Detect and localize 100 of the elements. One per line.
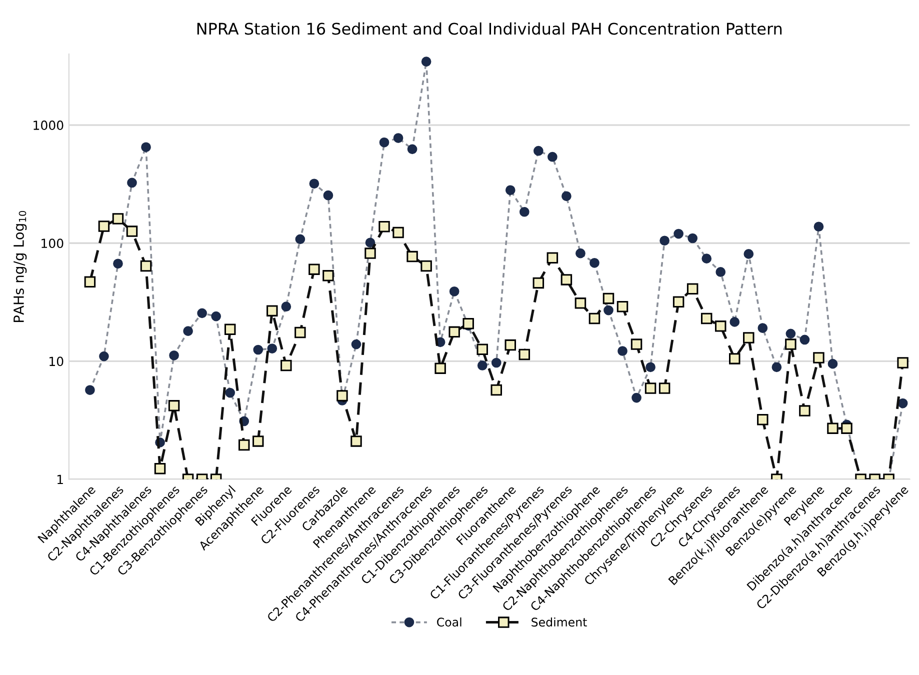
point: [702, 254, 712, 264]
point: [562, 191, 572, 202]
point: [660, 236, 670, 246]
point: [392, 226, 404, 238]
point: [757, 414, 768, 426]
point: [127, 178, 137, 188]
point: [407, 144, 418, 154]
y-tick-label: 10: [50, 356, 64, 366]
point: [294, 326, 306, 338]
point: [729, 353, 740, 364]
point: [518, 348, 530, 360]
point: [604, 305, 614, 316]
point: [574, 298, 586, 309]
point: [295, 234, 306, 244]
point: [504, 339, 516, 351]
point: [225, 388, 236, 398]
point: [533, 146, 544, 156]
point: [714, 320, 726, 332]
point: [364, 248, 376, 259]
point: [351, 339, 362, 350]
point: [616, 300, 628, 312]
point: [477, 360, 488, 370]
point: [688, 233, 698, 244]
point: [560, 274, 572, 286]
point: [686, 283, 698, 294]
point: [827, 422, 838, 434]
point: [238, 439, 250, 451]
point: [406, 250, 418, 262]
point: [336, 390, 348, 402]
point: [309, 178, 320, 189]
point: [224, 324, 236, 335]
point: [308, 264, 320, 275]
point: [548, 152, 558, 162]
point: [800, 334, 810, 345]
point: [141, 142, 151, 152]
point: [421, 56, 432, 67]
y-tick-label: 1: [57, 474, 63, 484]
point: [169, 350, 179, 360]
point: [814, 222, 824, 232]
point: [505, 185, 516, 196]
point: [113, 258, 123, 269]
point: [434, 362, 446, 374]
point: [168, 400, 180, 412]
point: [253, 344, 264, 355]
point: [772, 362, 782, 372]
point: [644, 382, 656, 394]
point: [546, 252, 558, 264]
point: [462, 318, 474, 330]
point: [576, 248, 586, 258]
point: [630, 338, 642, 350]
y-tick-label: 1000: [34, 120, 64, 130]
point: [183, 326, 193, 336]
point: [618, 346, 628, 356]
point: [99, 351, 109, 362]
point: [393, 133, 404, 143]
point: [448, 326, 460, 338]
point: [449, 286, 460, 296]
point: [267, 344, 278, 354]
point: [211, 311, 222, 322]
point: [646, 362, 656, 372]
point: [602, 292, 614, 304]
point: [672, 296, 684, 308]
point: [674, 228, 684, 239]
point: [898, 398, 908, 408]
point: [476, 344, 488, 355]
y-axis-title: PAHs ng/g Log$_{10}$: [14, 210, 27, 322]
point: [322, 270, 334, 282]
point: [799, 405, 810, 416]
point: [379, 137, 390, 148]
point: [632, 392, 642, 403]
point: [730, 317, 740, 327]
legend-label: Sediment: [532, 617, 587, 627]
point: [323, 190, 334, 200]
point: [519, 206, 530, 217]
point: [700, 312, 712, 324]
legend-label: Coal: [437, 617, 462, 627]
point: [197, 308, 207, 318]
point: [813, 352, 824, 364]
y-tick-label: 100: [42, 238, 64, 248]
point: [280, 360, 292, 372]
point: [786, 328, 796, 339]
point: [490, 384, 502, 396]
point: [743, 332, 754, 344]
point: [841, 422, 852, 434]
point: [126, 226, 138, 237]
point: [112, 213, 124, 224]
point: [365, 238, 376, 248]
point: [85, 385, 95, 395]
point: [266, 305, 278, 316]
point: [744, 249, 754, 259]
point: [98, 220, 110, 232]
point: [140, 260, 152, 272]
point: [897, 357, 908, 368]
point: [84, 276, 96, 288]
point: [785, 338, 796, 350]
point: [590, 258, 600, 268]
point: [252, 436, 264, 447]
point: [828, 358, 838, 369]
point: [758, 323, 768, 333]
point: [716, 267, 726, 277]
